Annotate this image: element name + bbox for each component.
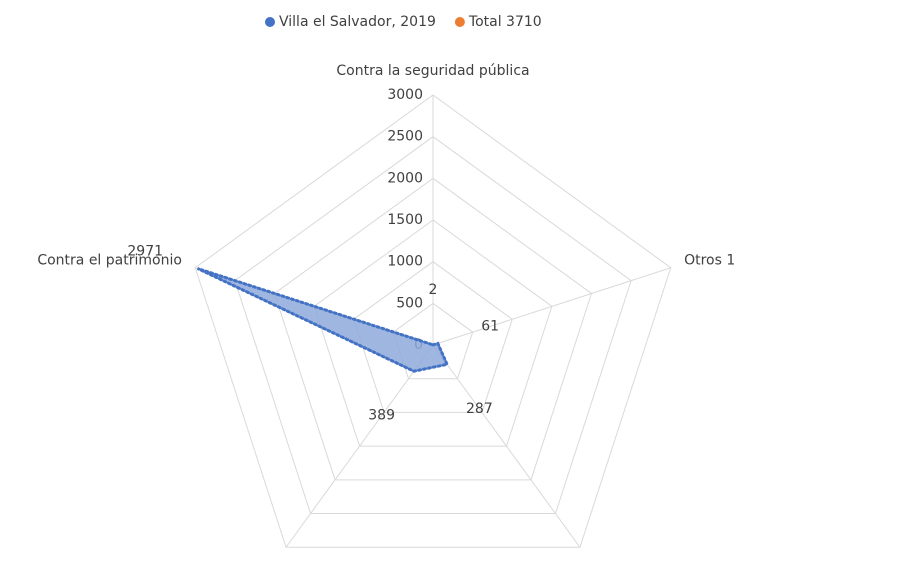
spoke [432,267,671,346]
data-label: 389 [368,408,395,424]
category-label: Contra el patrimonio [37,252,182,268]
spoke [285,344,434,548]
r-tick-label: 3000 [387,87,423,103]
data-label: 287 [466,401,493,417]
r-tick-label: 1500 [387,212,423,228]
legend-swatch [265,17,275,27]
r-tick-label: 1000 [387,254,423,270]
data-label: 61 [481,318,499,334]
legend-label: Total 3710 [468,14,542,30]
grid-ring [353,261,513,413]
grid-ring [273,177,593,481]
grid-ring [313,219,553,447]
r-tick-label: 2500 [387,129,423,145]
r-tick-label: 500 [396,295,423,311]
grid-ring [234,136,632,515]
series-area [196,267,450,373]
legend-item: Villa el Salvador, 2019 [265,14,436,30]
data-label: 2 [429,282,438,298]
category-label: Otros 1 [684,252,735,268]
spoke [432,344,581,548]
legend-label: Villa el Salvador, 2019 [279,14,436,30]
legend-swatch [454,17,465,27]
grid-ring [392,302,474,380]
r-tick-label: 2000 [387,170,423,186]
category-label: Contra la seguridad pública [336,63,529,79]
data-label: 2971 [127,243,163,259]
grid-ring [194,94,672,548]
legend-item: Total 3710 [454,14,542,30]
